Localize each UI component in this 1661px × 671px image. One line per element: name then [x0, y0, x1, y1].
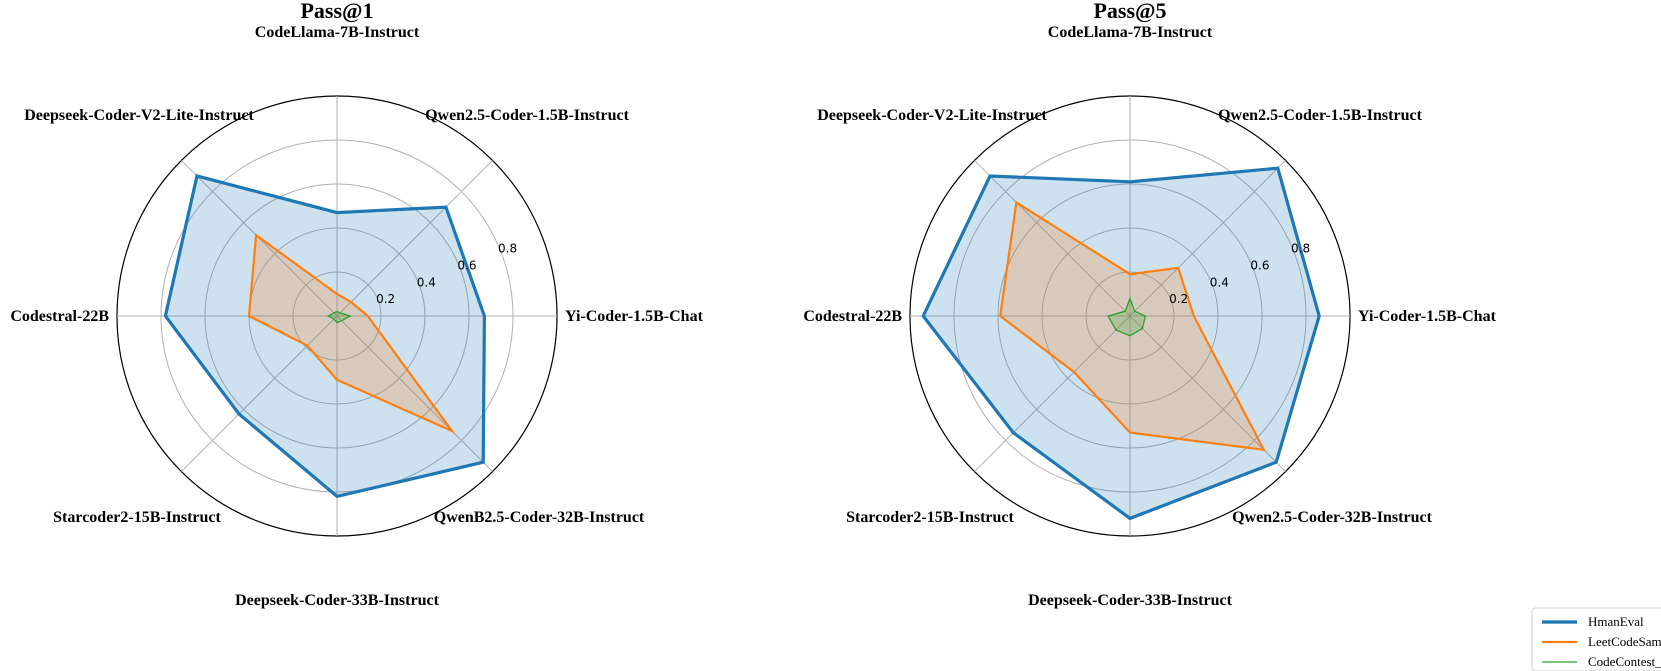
- axis-label-deepseek-coder-33b-instruct: Deepseek-Coder-33B-Instruct: [235, 592, 439, 609]
- series-leetcodesam: [247, 233, 456, 434]
- axis-label-codestral-22b: Codestral-22B: [803, 308, 902, 325]
- axis-label-codellama-7b-instruct: CodeLlama-7B-Instruct: [1048, 24, 1213, 41]
- axis-spoke: [974, 160, 1131, 317]
- series-fill: [1108, 298, 1146, 336]
- r-tick-label: 0.4: [417, 275, 436, 289]
- series-fill: [249, 235, 453, 432]
- radar-chart-pass-at-1: Pass@1 0.2 0.4 0.6 0.8 Yi-Coder-1.5B-Chat Qwen…: [10, 0, 703, 609]
- series-line: [921, 166, 1321, 521]
- legend-box: [1531, 607, 1661, 671]
- series-line: [163, 174, 487, 499]
- axis-label-qwenb2-5-coder-32b-instruct: QwenB2.5-Coder-32B-Instruct: [434, 509, 645, 526]
- chart-title: Pass@5: [1093, 0, 1166, 23]
- axis-spoke: [1129, 315, 1286, 472]
- series-leetcodesam: [999, 200, 1266, 452]
- r-tick-label: 0.4: [1210, 275, 1229, 289]
- r-tick-label: 0.6: [457, 258, 476, 272]
- r-tick-label: 0.8: [1291, 242, 1310, 256]
- series-fill: [165, 176, 485, 497]
- axis-spoke: [1129, 160, 1286, 317]
- axis-spoke: [974, 315, 1131, 472]
- axis-label-codestral-22b: Codestral-22B: [10, 308, 109, 325]
- r-tick-label: 0.6: [1250, 258, 1269, 272]
- axis-spoke: [336, 315, 493, 472]
- legend-entry-leetcodesam: LeetCodeSam: [1588, 634, 1661, 649]
- legend-entry-hmaneval: HmanEval: [1588, 614, 1644, 629]
- axis-label-deepseek-coder-v2-lite-instruct: Deepseek-Coder-V2-Lite-Instruct: [24, 107, 254, 124]
- series-fill: [923, 168, 1320, 519]
- legend-entry-codecontest: CodeContest_: [1588, 654, 1661, 669]
- series-line: [1107, 296, 1147, 337]
- radar-chart-pass-at-5: Pass@5 0.2 0.4 0.6 0.8 Yi-Coder-1.5B-Chat Qwen…: [803, 0, 1496, 609]
- series-line: [247, 233, 456, 434]
- axis-label-qwen2-5-coder-1-5b-instruct: Qwen2.5-Coder-1.5B-Instruct: [1218, 107, 1423, 124]
- series-hmaneval: [163, 174, 487, 499]
- series-line: [999, 200, 1266, 452]
- series-fill: [1000, 202, 1264, 450]
- r-tick-label: 0.2: [1169, 292, 1188, 306]
- axis-label-starcoder2-15b-instruct: Starcoder2-15B-Instruct: [846, 509, 1014, 526]
- axis-spoke: [336, 160, 493, 317]
- chart-title: Pass@1: [300, 0, 373, 23]
- axis-label-yi-coder-1-5b-chat: Yi-Coder-1.5B-Chat: [565, 308, 704, 325]
- series-codecontest: [1107, 296, 1147, 337]
- legend: HmanEval LeetCodeSam CodeContest_: [1531, 607, 1661, 671]
- axis-label-yi-coder-1-5b-chat: Yi-Coder-1.5B-Chat: [1358, 308, 1497, 325]
- r-tick-label: 0.2: [376, 292, 395, 306]
- axis-label-deepseek-coder-v2-lite-instruct: Deepseek-Coder-V2-Lite-Instruct: [817, 107, 1047, 124]
- axis-label-qwen2-5-coder-1-5b-instruct: Qwen2.5-Coder-1.5B-Instruct: [425, 107, 630, 124]
- series-codecontest: [326, 310, 352, 324]
- r-tick-label: 0.8: [498, 242, 517, 256]
- axis-label-qwen2-5-coder-32b-instruct: Qwen2.5-Coder-32B-Instruct: [1232, 509, 1433, 526]
- axis-spoke: [181, 315, 338, 472]
- series-line: [326, 310, 352, 324]
- axis-label-codellama-7b-instruct: CodeLlama-7B-Instruct: [255, 24, 420, 41]
- axis-label-deepseek-coder-33b-instruct: Deepseek-Coder-33B-Instruct: [1028, 592, 1232, 609]
- axis-label-starcoder2-15b-instruct: Starcoder2-15B-Instruct: [53, 509, 221, 526]
- series-hmaneval: [921, 166, 1321, 521]
